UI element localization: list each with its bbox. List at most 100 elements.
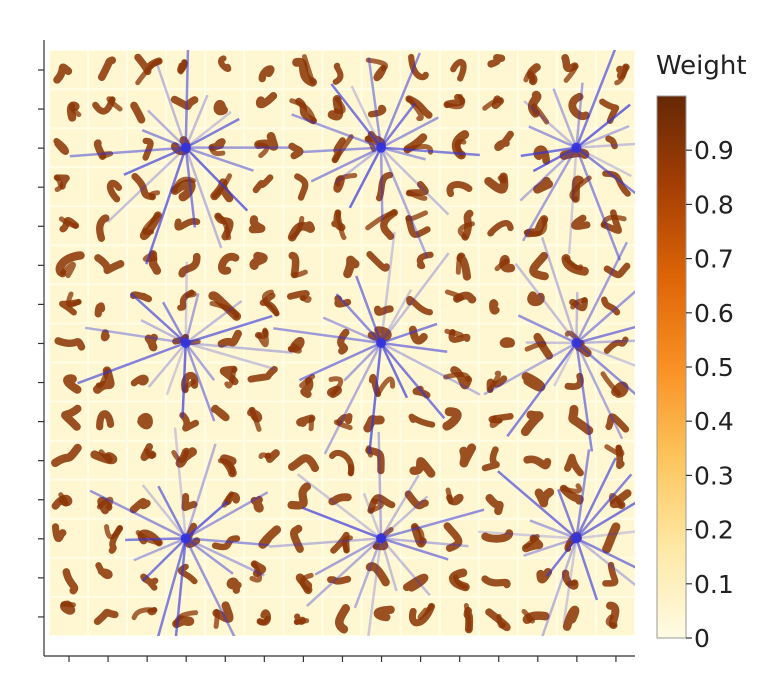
heatmap-cell (206, 285, 244, 323)
heatmap-cell (440, 285, 478, 323)
heatmap-cell (284, 207, 322, 245)
colorbar-tick-label: 0.5 (694, 353, 734, 382)
heatmap-cell (50, 558, 88, 596)
heatmap-cell (479, 168, 517, 206)
colorbar-gradient (656, 95, 687, 639)
heatmap-cell (128, 324, 166, 362)
heatmap-cell (596, 363, 634, 401)
heatmap-cell (362, 480, 400, 518)
heatmap-cell (440, 324, 478, 362)
heatmap-cell (557, 90, 595, 128)
heatmap-cell (479, 90, 517, 128)
heatmap-cell (245, 207, 283, 245)
spoke-hub (519, 50, 635, 261)
heatmap-cell (284, 363, 322, 401)
heatmap-cell (440, 207, 478, 245)
heatmap-cell (245, 285, 283, 323)
colorbar-tick-label: 0.4 (694, 407, 734, 436)
colorbar-ticks: 0 0.1 0.2 0.3 0.4 0.5 0.6 0.7 0.8 0.9 (686, 136, 734, 653)
heatmap-cell (401, 480, 439, 518)
heatmap-cell (206, 207, 244, 245)
heatmap-cell (50, 207, 88, 245)
heatmap-cell (50, 597, 88, 635)
heatmap-cell (323, 129, 361, 167)
heatmap-cell (128, 51, 166, 89)
heatmap-cell (440, 597, 478, 635)
heatmap-cell (362, 441, 400, 479)
heatmap-cell (245, 558, 283, 596)
heatmap-cell (479, 558, 517, 596)
heatmap-cell (440, 246, 478, 284)
spoke-hub (291, 52, 480, 259)
heatmap-cell (479, 597, 517, 635)
hub-point (180, 142, 191, 153)
heatmap-cell (596, 402, 634, 440)
heatmap-cell (596, 480, 634, 518)
heatmap-cell (284, 285, 322, 323)
heatmap-cell (284, 519, 322, 557)
heatmap-cell (518, 207, 556, 245)
heatmap-cell (401, 90, 439, 128)
heatmap-cell (362, 207, 400, 245)
heatmap-cell (167, 246, 205, 284)
heatmap-cell (401, 363, 439, 401)
heatmap-cell (596, 324, 634, 362)
heatmap-cell (323, 519, 361, 557)
heatmap-cell (518, 558, 556, 596)
heatmap-cell (206, 90, 244, 128)
heatmap-cell (440, 558, 478, 596)
heatmap-cell (440, 363, 478, 401)
heatmap-cell (440, 441, 478, 479)
heatmap-cell (323, 51, 361, 89)
heatmap-cell (206, 51, 244, 89)
hub-point (180, 533, 191, 544)
hub-point (180, 338, 191, 348)
heatmap-cell (206, 558, 244, 596)
heatmap-cell (284, 129, 322, 167)
heatmap-cell (167, 402, 205, 440)
heatmap-cell (245, 441, 283, 479)
heatmap-cell (128, 129, 166, 167)
heatmap-cell (167, 558, 205, 596)
heatmap-cell (479, 285, 517, 323)
heatmap-cell (362, 90, 400, 128)
heatmap-cell (284, 90, 322, 128)
heatmap-cell (479, 519, 517, 557)
heatmap-cell (557, 285, 595, 323)
hub-point (376, 533, 387, 544)
heatmap-cell (479, 246, 517, 284)
heatmap-cell (596, 597, 634, 635)
heatmap-cell (89, 168, 127, 206)
heatmap-cell (89, 597, 127, 635)
heatmap-cell (401, 558, 439, 596)
heatmap-cell (596, 441, 634, 479)
heatmap-cell (596, 285, 634, 323)
heatmap-cell (167, 441, 205, 479)
heatmap-cell (440, 51, 478, 89)
heatmap-cell (50, 519, 88, 557)
spoke-hub (69, 50, 290, 265)
heatmap-cell (518, 129, 556, 167)
heatmap-cell (284, 246, 322, 284)
heatmap-cell (128, 597, 166, 635)
heatmap-cell (401, 285, 439, 323)
heatmap-cell (89, 324, 127, 362)
heatmap-cell (557, 441, 595, 479)
heatmap-cell (206, 597, 244, 635)
heatmap-cell (401, 597, 439, 635)
heatmap-cell (440, 402, 478, 440)
heatmap-cell (89, 402, 127, 440)
heatmap-cell (50, 129, 88, 167)
heatmap-cell (245, 246, 283, 284)
heatmap-cell (89, 51, 127, 89)
colorbar-tick-label: 0.7 (694, 245, 734, 274)
heatmap-cell (128, 441, 166, 479)
heatmap-cell (518, 90, 556, 128)
heatmap-cell (206, 519, 244, 557)
heatmap-cell (518, 519, 556, 557)
heatmap-cell (167, 51, 205, 89)
spoke-hub (77, 261, 293, 422)
heatmap-cell (245, 480, 283, 518)
x-ticks (68, 656, 617, 662)
heatmap-cell (50, 168, 88, 206)
